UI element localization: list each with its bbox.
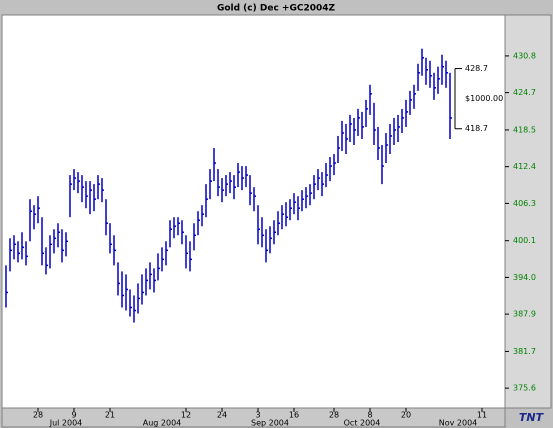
x-tick-label: 20 [401, 411, 411, 420]
x-tick-label: 16 [289, 411, 299, 420]
x-tick-label: 8 [367, 411, 372, 420]
x-axis-panel [1, 407, 506, 428]
x-tick-label: 3 [255, 411, 260, 420]
y-tick-label: 424.7 [513, 88, 536, 97]
y-tick-label: 381.7 [513, 347, 536, 356]
range-high-label: 428.7 [465, 64, 488, 73]
y-tick-label: 430.8 [513, 51, 536, 60]
x-tick-label: 28 [329, 411, 339, 420]
x-tick-label: 11 [477, 411, 487, 420]
range-label: $1000.00 [465, 94, 503, 103]
y-tick-label: 394.0 [513, 273, 536, 282]
x-tick-label: 24 [217, 411, 227, 420]
y-tick-label: 412.4 [513, 162, 536, 171]
plot-area [1, 14, 506, 409]
x-tick-label: 21 [105, 411, 115, 420]
logo: TNT [519, 411, 545, 424]
month-label: Jul 2004 [49, 419, 83, 428]
y-tick-label: 387.9 [513, 310, 536, 319]
month-label: Nov 2004 [439, 419, 478, 428]
month-label: Aug 2004 [143, 419, 182, 428]
y-axis-panel [504, 14, 552, 409]
y-tick-label: 400.1 [513, 236, 536, 245]
chart-title: Gold (c) Dec +GC2004Z [217, 4, 336, 14]
x-tick-label: 28 [33, 411, 43, 420]
month-label: Oct 2004 [344, 419, 381, 428]
range-low-label: 418.7 [465, 124, 488, 133]
y-tick-label: 406.3 [513, 199, 536, 208]
x-tick-label: 12 [181, 411, 191, 420]
x-tick-label: 9 [71, 411, 76, 420]
month-label: Sep 2004 [251, 419, 289, 428]
y-tick-label: 418.5 [513, 125, 536, 134]
y-tick-label: 375.6 [513, 384, 536, 393]
